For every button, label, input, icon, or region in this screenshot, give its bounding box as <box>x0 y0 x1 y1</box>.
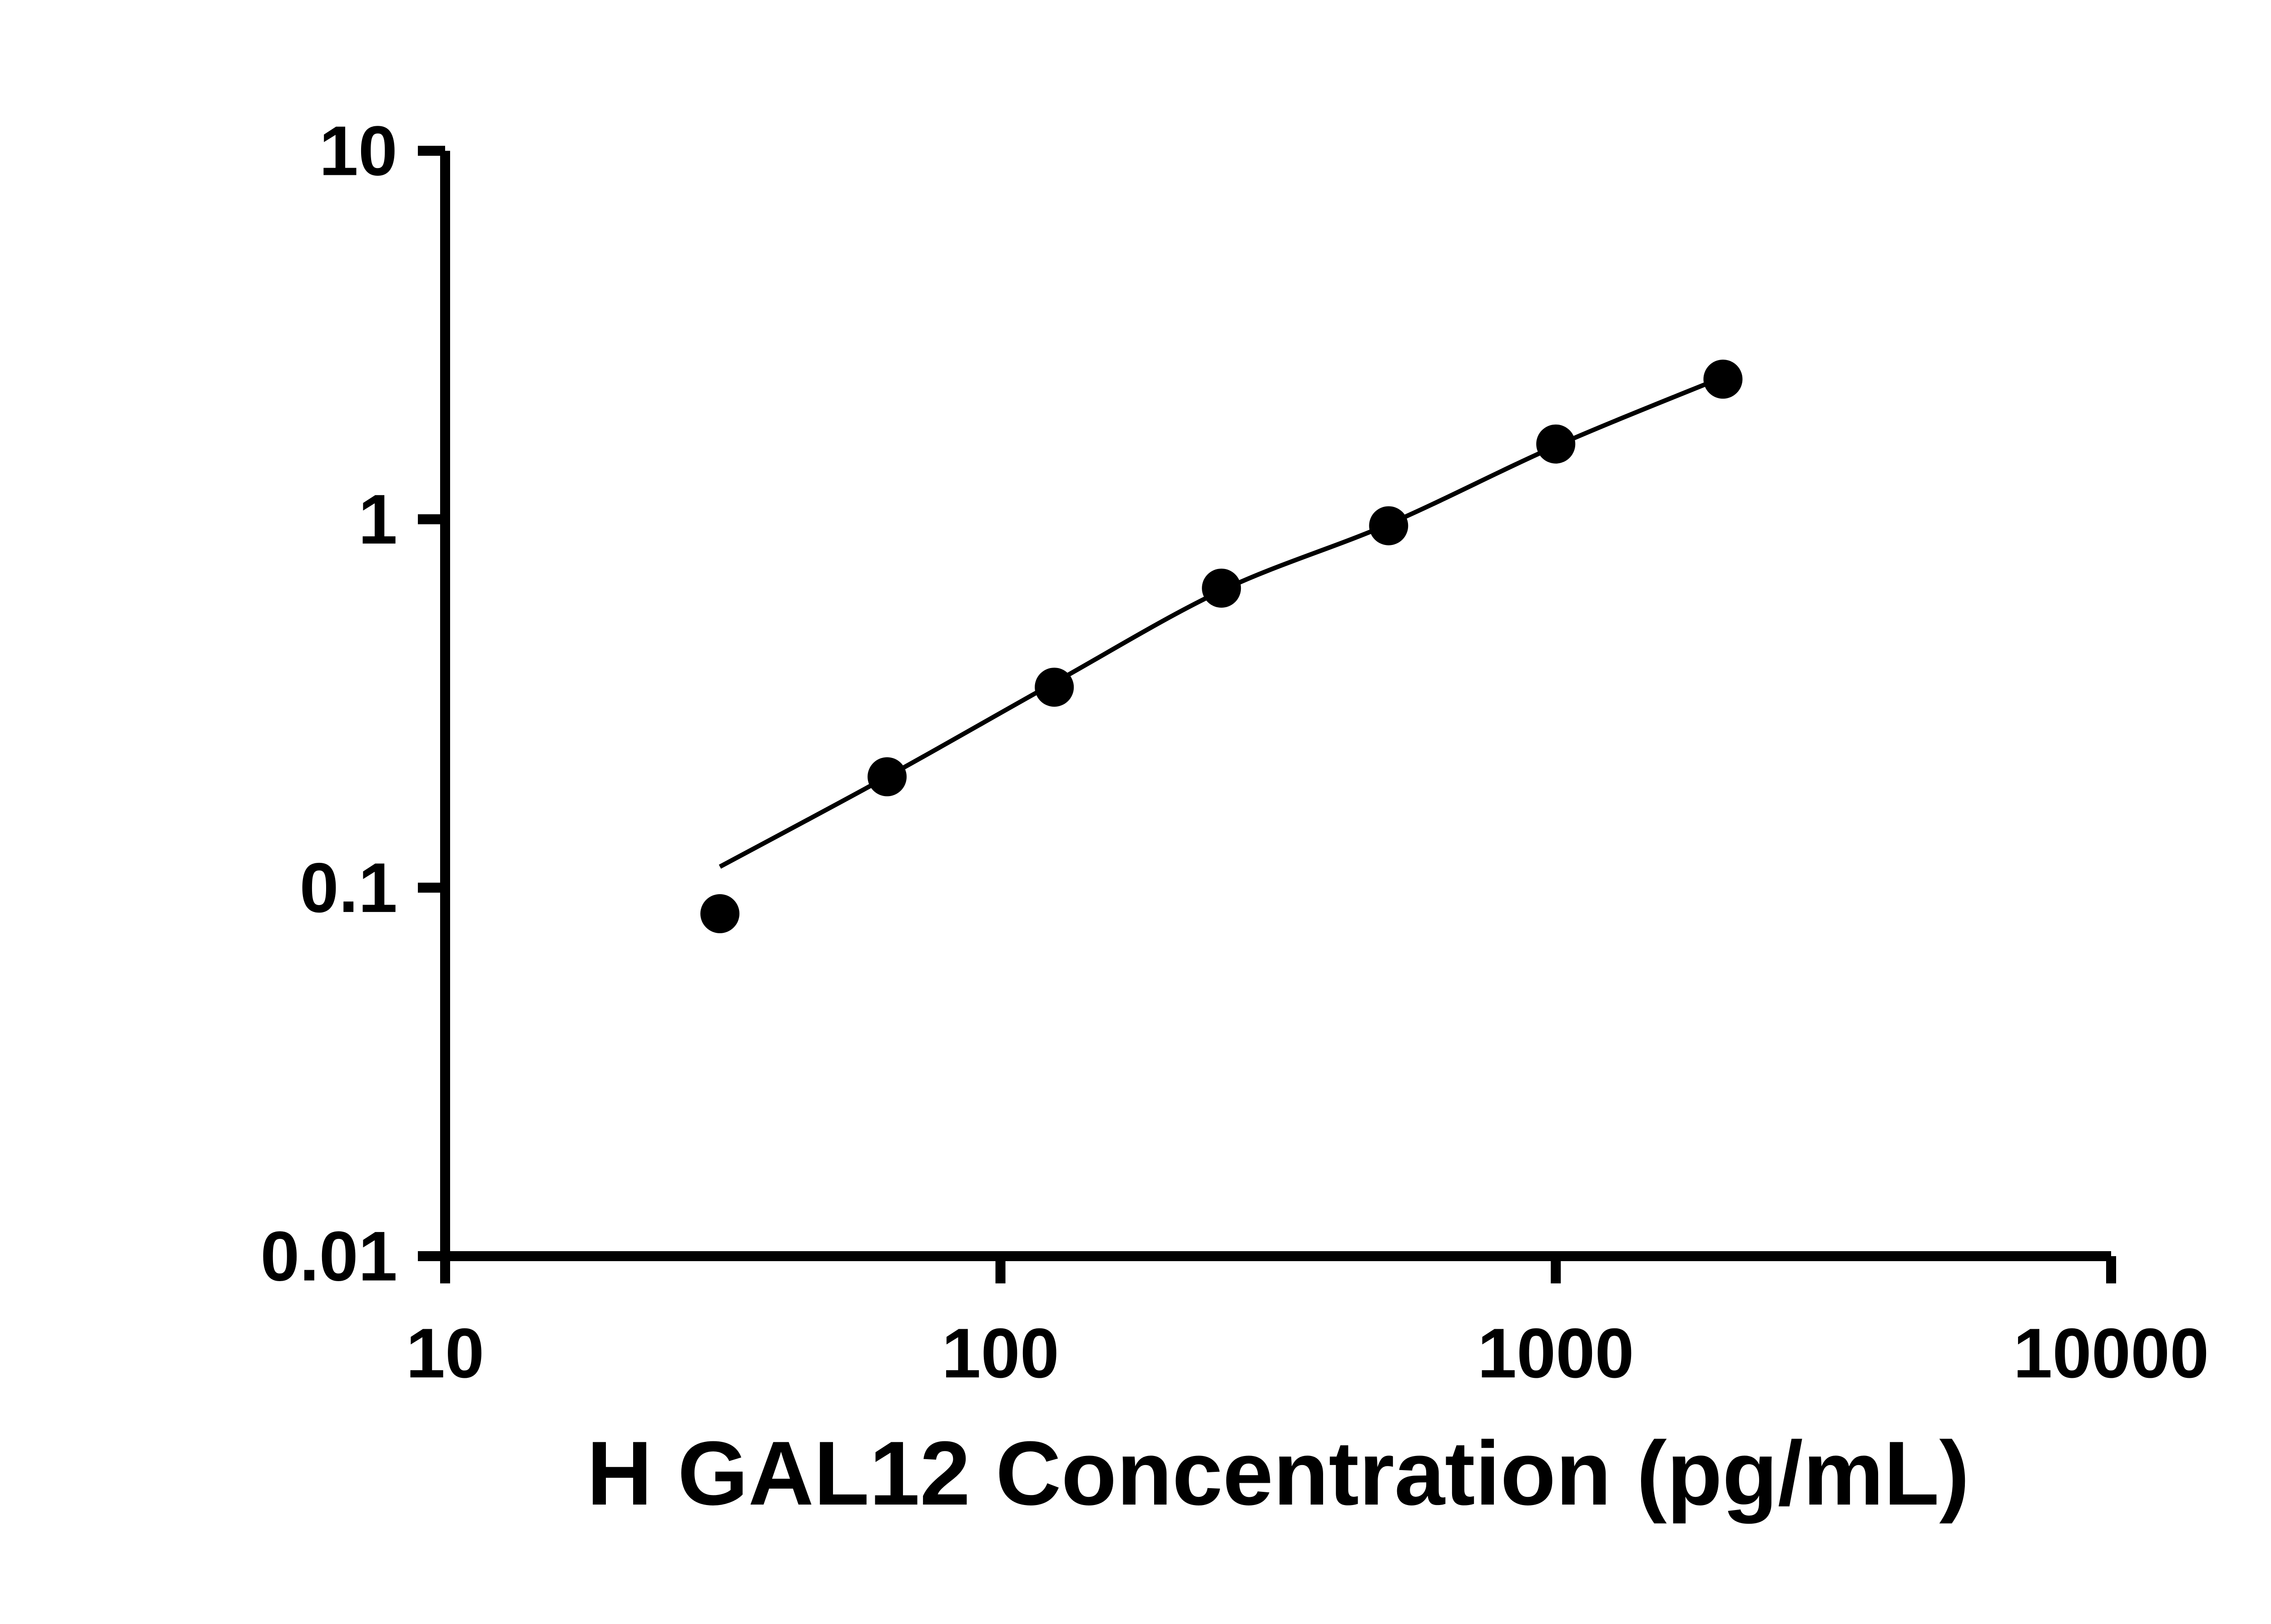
x-axis-tick-label: 100 <box>942 1314 1059 1392</box>
y-axis-tick-label: 1 <box>358 480 397 559</box>
y-axis-tick-label: 0.1 <box>300 848 397 927</box>
data-point <box>1035 668 1074 707</box>
x-axis-title: H GAL12 Concentration (pg/mL) <box>586 1423 1970 1524</box>
data-point <box>1202 569 1241 608</box>
data-point <box>868 757 907 797</box>
x-axis-tick-label: 10 <box>406 1314 484 1392</box>
data-point <box>700 894 739 933</box>
data-point <box>1703 359 1743 399</box>
y-axis-tick-label: 0.01 <box>260 1217 397 1296</box>
axis-spines <box>440 151 2111 1261</box>
data-point <box>1536 424 1576 464</box>
x-axis-tick-label: 10000 <box>2013 1314 2209 1392</box>
data-point <box>1369 506 1408 545</box>
x-axis-tick-label: 1000 <box>1478 1314 1634 1392</box>
y-axis-tick-label: 10 <box>319 112 397 190</box>
